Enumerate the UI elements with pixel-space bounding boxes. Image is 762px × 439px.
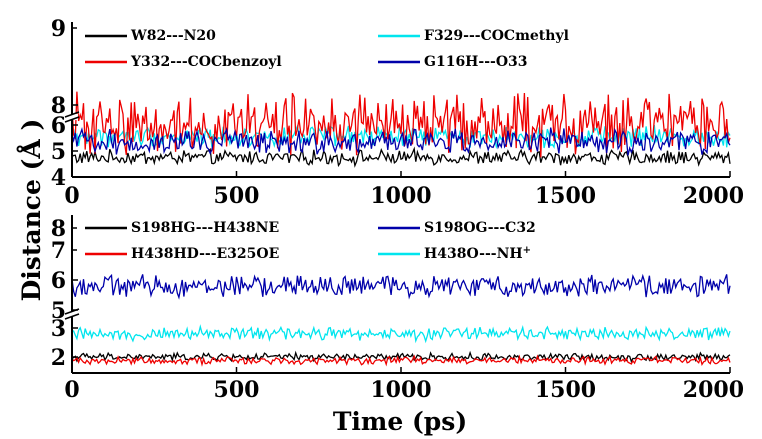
axis-break-mark [64, 116, 80, 123]
y-axis-label-close: ) [17, 119, 46, 140]
axis-break-mark [64, 313, 80, 320]
series-line-1-3 [71, 324, 731, 344]
y-tick-label: 8 [51, 216, 66, 242]
x-tick-label: 1000 [370, 377, 431, 403]
y-tick-label: 4 [51, 165, 66, 191]
x-tick-label: 1500 [535, 377, 596, 403]
legend-background [77, 245, 367, 263]
legend-label: G116H---O33 [424, 54, 528, 70]
bottom-panel: 2 35 6 78 0 500 1000 1500 2000 S198HG---H438NE S19… [51, 215, 744, 403]
legend-label-superscript: + [523, 245, 531, 256]
x-tick-label: 500 [214, 377, 260, 403]
y-axis-label-unit: Å [17, 139, 46, 160]
legend-label: S198HG---H438NE [131, 220, 279, 236]
legend-background [370, 245, 660, 263]
y-tick-label: 2 [51, 345, 66, 371]
y-tick-label: 3 [51, 316, 66, 342]
y-axis-label-text: Distance ( [17, 159, 46, 302]
y-tick-label: 9 [51, 16, 66, 42]
x-tick-label: 2000 [683, 183, 744, 209]
x-tick-label: 1500 [535, 183, 596, 209]
y-tick-label: 5 [51, 298, 66, 324]
series-line-1-2 [71, 354, 731, 367]
x-tick-label: 1000 [370, 183, 431, 209]
legend-background [370, 53, 660, 71]
legend-background [77, 27, 367, 45]
legend-background [77, 219, 367, 237]
series-line-0-0 [71, 146, 731, 168]
series-line-1-1 [71, 273, 731, 300]
axis-break-gap [66, 114, 78, 120]
legend-background [370, 27, 660, 45]
x-tick-label: 0 [64, 377, 79, 403]
y-tick-label: 8 [51, 93, 66, 119]
series-line-1-0 [71, 350, 731, 363]
y-axis-label: Distance (Å ) [17, 119, 46, 302]
x-axis-label: Time (ps) [333, 407, 467, 436]
axis-break-mark [64, 111, 80, 118]
legend-label: S198OG---C32 [424, 220, 536, 236]
legend-label: H438HD---E325OE [131, 246, 279, 262]
axis-break-gap [66, 311, 78, 317]
x-tick-label: 0 [64, 183, 79, 209]
series-line-0-3 [71, 126, 731, 156]
legend-label: W82---N20 [130, 28, 216, 44]
series-line-0-2 [71, 91, 731, 158]
legend-label: Y332---COCbenzoyl [130, 54, 282, 70]
x-tick-label: 2000 [683, 377, 744, 403]
legend-background [370, 219, 660, 237]
y-tick-label: 6 [51, 268, 66, 294]
legend-label: F329---COCmethyl [424, 28, 569, 44]
legend-label: H438O---NH+ [424, 245, 531, 263]
legend-background [77, 53, 367, 71]
y-tick-label: 7 [51, 238, 66, 264]
y-tick-label: 6 [51, 113, 66, 139]
y-tick-label: 5 [51, 139, 66, 165]
x-tick-label: 500 [214, 183, 260, 209]
